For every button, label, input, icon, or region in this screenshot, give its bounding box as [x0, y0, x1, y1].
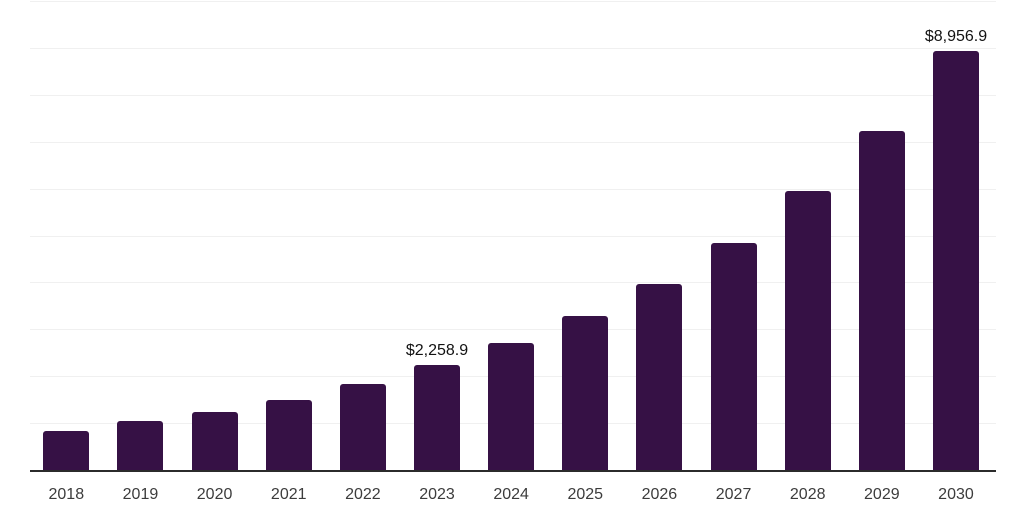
gridline-8000	[30, 94, 996, 96]
bar-2025	[562, 316, 609, 471]
bar-2026	[636, 284, 683, 471]
x-tick-2026: 2026	[641, 486, 678, 503]
x-tick-2021: 2021	[270, 486, 307, 503]
bar-2030	[932, 50, 979, 471]
x-tick-2025: 2025	[567, 486, 604, 503]
bar-2024	[488, 343, 535, 471]
gridline-9000	[30, 47, 996, 49]
bar-2023	[414, 365, 460, 471]
x-axis-line	[30, 470, 996, 472]
x-tick-2030: 2030	[938, 486, 974, 503]
bar-2019	[117, 421, 164, 471]
bar-2029	[858, 130, 905, 471]
value-label-2030: $8,956.9	[924, 27, 988, 45]
bar-2021	[265, 399, 312, 471]
bar-2028	[784, 191, 831, 471]
x-tick-2020: 2020	[196, 486, 233, 503]
gridline-3000	[30, 329, 996, 331]
x-tick-2029: 2029	[864, 486, 900, 503]
gridline-7000	[30, 141, 996, 143]
gridline-5000	[30, 235, 996, 237]
value-label-2023: $2,258.9	[405, 342, 469, 360]
x-tick-2028: 2028	[789, 486, 826, 503]
plot-area: 2018 2019 2020 2021 2022 $2,258.9 2023 2024 2025…	[30, 1, 996, 503]
gridline-10000	[30, 1, 996, 2]
bar-2018	[43, 430, 90, 471]
bar-2020	[191, 412, 238, 471]
x-tick-2019: 2019	[122, 486, 159, 503]
x-tick-2023: 2023	[419, 486, 455, 503]
bar-2022	[339, 384, 386, 471]
x-tick-2018: 2018	[48, 486, 85, 503]
x-tick-2027: 2027	[715, 486, 752, 503]
gridline-6000	[30, 188, 996, 190]
x-tick-2024: 2024	[493, 486, 529, 503]
gridline-4000	[30, 282, 996, 284]
bar-2027	[710, 242, 757, 471]
x-tick-2022: 2022	[345, 486, 381, 503]
